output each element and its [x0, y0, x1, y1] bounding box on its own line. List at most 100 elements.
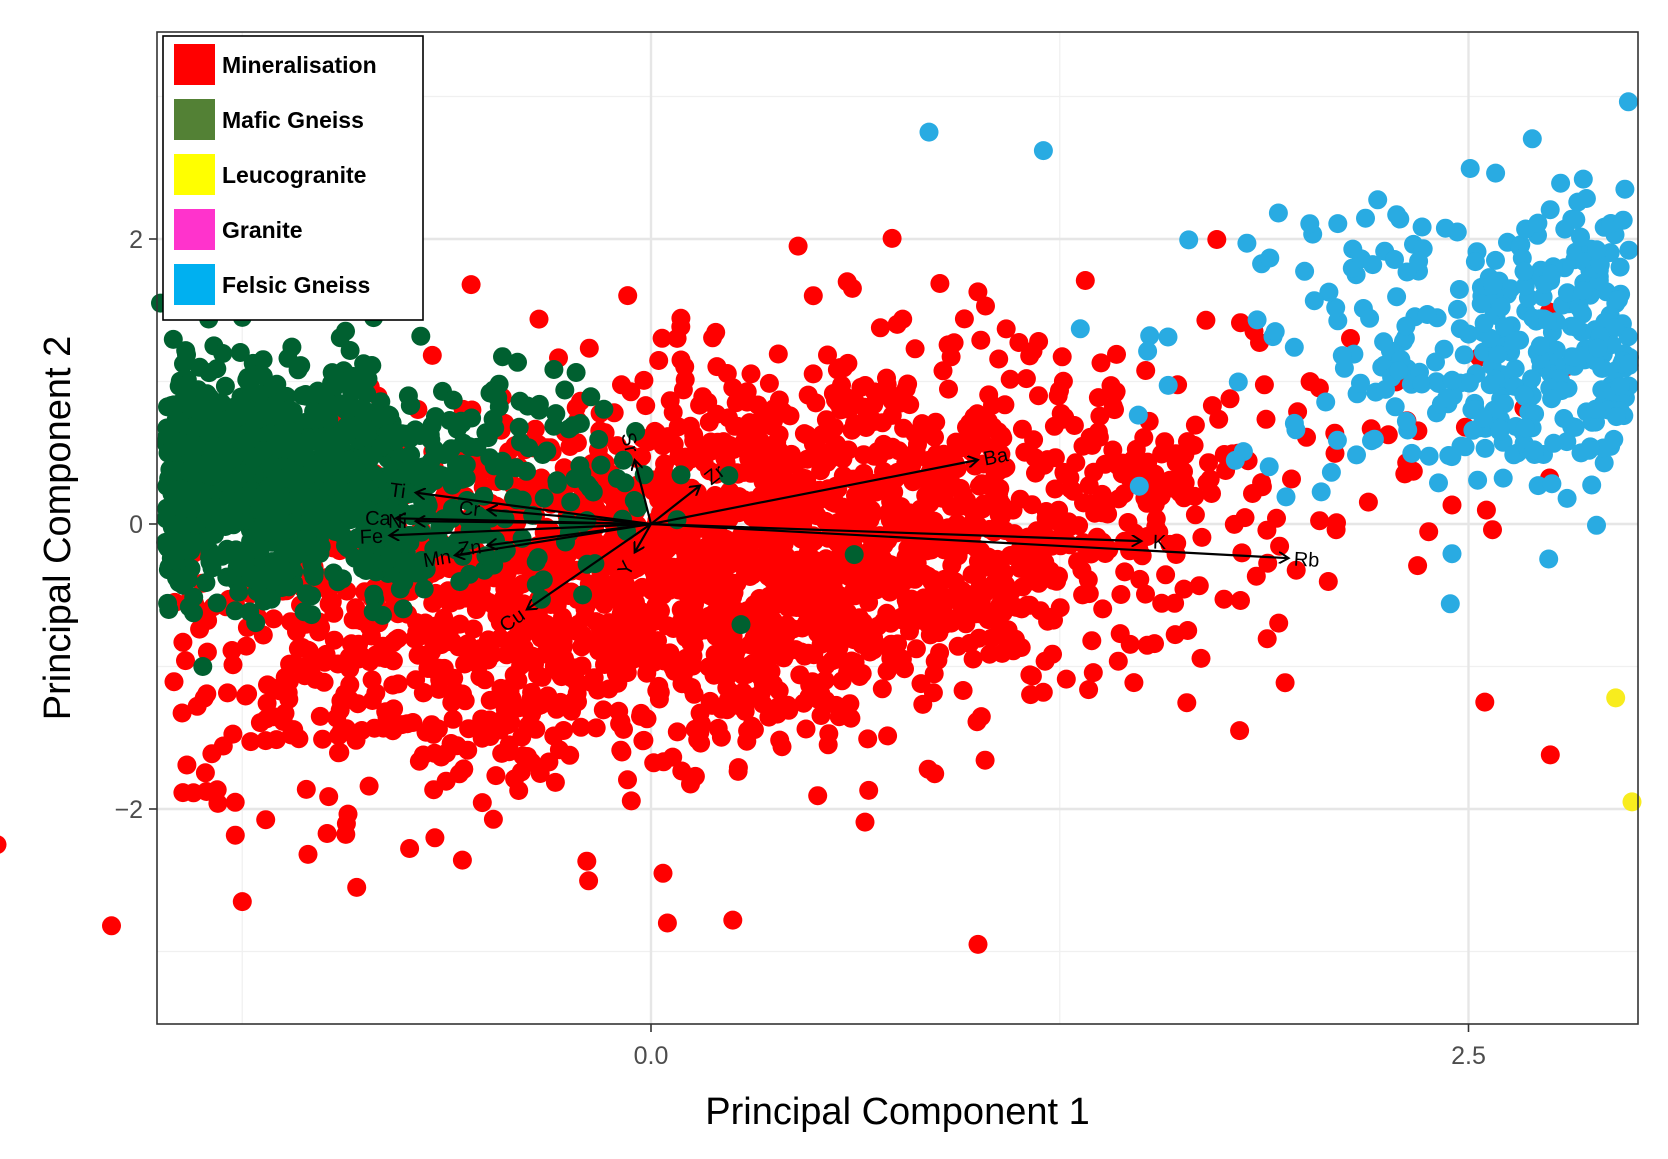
point-felsic-gneiss [1615, 179, 1635, 199]
point-felsic-gneiss [1524, 440, 1544, 460]
point-mineralisation [1044, 610, 1063, 630]
point-mineralisation [636, 396, 656, 416]
point-mineralisation [655, 454, 675, 474]
point-mineralisation [657, 913, 677, 933]
point-mineralisation [962, 565, 982, 584]
point-felsic-gneiss [1435, 218, 1455, 238]
point-mineralisation [1275, 673, 1295, 693]
point-mineralisation [723, 910, 743, 930]
point-mineralisation [373, 636, 393, 656]
point-mineralisation [450, 614, 470, 634]
point-mafic-gneiss [434, 445, 454, 464]
point-mineralisation [944, 333, 964, 353]
point-mineralisation [443, 709, 463, 729]
point-mineralisation [449, 637, 468, 657]
point-mafic-gneiss [731, 615, 751, 635]
point-mafic-gneiss [594, 399, 614, 419]
point-mineralisation [1035, 526, 1055, 545]
point-felsic-gneiss [1609, 290, 1628, 310]
point-mineralisation [511, 641, 531, 661]
point-mineralisation [631, 703, 651, 723]
point-mineralisation [990, 619, 1010, 639]
point-mineralisation [362, 691, 382, 710]
point-mineralisation [1010, 558, 1030, 578]
point-mineralisation [1136, 361, 1156, 380]
point-felsic-gneiss [1387, 205, 1407, 225]
point-mineralisation [1006, 597, 1026, 617]
point-mineralisation [969, 628, 989, 648]
point-felsic-gneiss [1396, 411, 1416, 431]
point-mineralisation [808, 786, 828, 806]
point-felsic-gneiss [1412, 217, 1432, 237]
point-mineralisation [554, 721, 574, 740]
point-mineralisation [579, 871, 599, 891]
point-mineralisation [472, 728, 492, 748]
point-mineralisation [842, 651, 862, 671]
x-tick-label: 2.5 [1451, 1042, 1486, 1070]
point-mineralisation [776, 549, 795, 569]
point-mineralisation [1023, 341, 1043, 361]
point-mafic-gneiss [190, 482, 210, 502]
point-mineralisation [663, 658, 683, 678]
point-mineralisation [525, 654, 544, 674]
point-felsic-gneiss [1514, 261, 1534, 281]
point-mineralisation [1191, 648, 1211, 668]
point-mineralisation [803, 286, 823, 306]
point-mafic-gneiss [395, 555, 415, 575]
point-mineralisation [701, 432, 721, 452]
point-mineralisation [859, 592, 879, 612]
point-mafic-gneiss [555, 380, 575, 400]
point-felsic-gneiss [1376, 379, 1396, 399]
point-mineralisation [256, 731, 276, 751]
point-mineralisation [874, 434, 894, 454]
point-felsic-gneiss [1579, 440, 1599, 460]
point-mineralisation [877, 661, 897, 681]
point-mineralisation [704, 574, 724, 593]
point-mineralisation [1189, 576, 1209, 596]
point-mineralisation [1232, 543, 1252, 563]
point-felsic-gneiss [1554, 409, 1574, 428]
point-mineralisation [1088, 422, 1108, 442]
point-mineralisation [236, 636, 256, 656]
point-mafic-gneiss [294, 602, 314, 622]
point-mafic-gneiss [573, 585, 593, 605]
point-mafic-gneiss [393, 599, 413, 619]
point-mineralisation [726, 393, 746, 413]
point-mineralisation [587, 634, 607, 654]
point-felsic-gneiss [1128, 405, 1148, 425]
point-mineralisation [773, 402, 793, 422]
point-mineralisation [218, 683, 237, 703]
point-mineralisation [645, 568, 665, 588]
point-mafic-gneiss [488, 388, 508, 408]
point-mineralisation [831, 400, 851, 420]
point-mineralisation [995, 395, 1015, 415]
point-mafic-gneiss [333, 569, 352, 589]
point-felsic-gneiss [1448, 299, 1467, 319]
point-felsic-gneiss [1528, 213, 1548, 233]
legend: Mineralisation Mafic Gneiss Leucogranite… [162, 35, 424, 321]
point-felsic-gneiss [1483, 275, 1503, 295]
point-mafic-gneiss [563, 416, 583, 436]
point-mafic-gneiss [177, 570, 197, 590]
point-mineralisation [682, 608, 702, 628]
point-mineralisation [359, 776, 379, 796]
point-mineralisation [905, 339, 925, 359]
point-mineralisation [854, 445, 874, 465]
point-felsic-gneiss [1412, 374, 1432, 394]
point-mineralisation [649, 351, 669, 370]
loading-label-ni: Ni [388, 511, 407, 533]
point-mafic-gneiss [170, 541, 190, 561]
point-mineralisation [568, 692, 587, 712]
point-felsic-gneiss [1613, 210, 1633, 230]
point-mineralisation [706, 322, 726, 342]
loading-label-fe: Fe [359, 526, 383, 549]
point-mineralisation [194, 688, 214, 708]
point-mineralisation [975, 750, 995, 770]
point-mineralisation [403, 713, 423, 732]
point-felsic-gneiss [1343, 239, 1363, 259]
point-mafic-gneiss [510, 391, 530, 411]
point-mafic-gneiss [591, 455, 611, 475]
point-mineralisation [579, 338, 599, 358]
point-felsic-gneiss [1440, 594, 1460, 614]
point-mineralisation [388, 674, 408, 694]
